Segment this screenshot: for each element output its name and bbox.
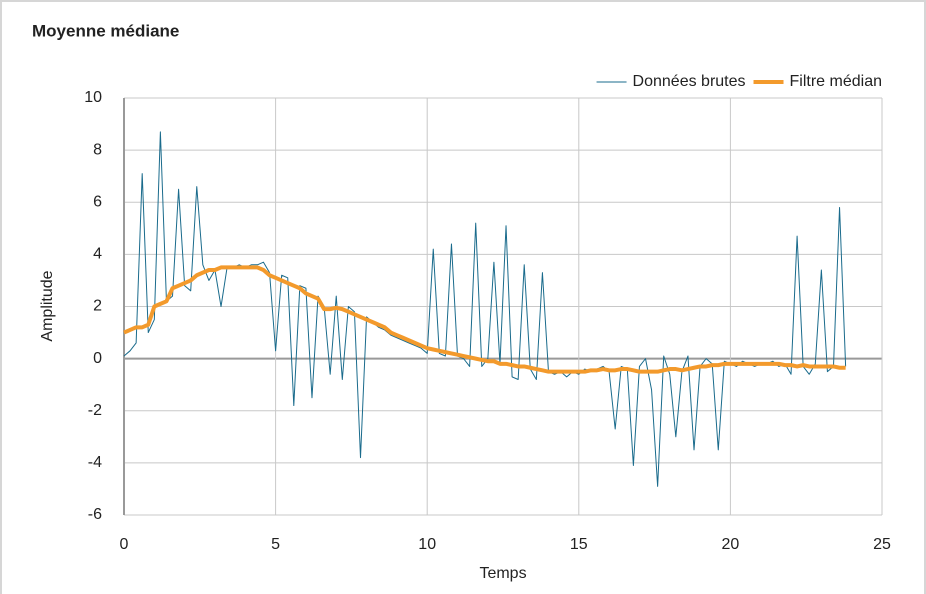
y-tick-label: -6 — [88, 506, 102, 523]
y-tick-label: -2 — [88, 402, 102, 419]
x-axis-label: Temps — [479, 565, 526, 582]
y-tick-label: 6 — [93, 193, 102, 210]
y-tick-label: 8 — [93, 141, 102, 158]
legend: Filtre médian Données brutes — [596, 73, 882, 90]
x-tick-label: 10 — [418, 536, 436, 553]
x-tick-label: 0 — [120, 536, 129, 553]
series-line — [123, 265, 846, 374]
y-tick-label: 4 — [93, 246, 102, 263]
grid: -6 -4 -2 0 2 4 6 8 10 0 5 10 15 20 25 — [84, 89, 891, 553]
x-tick-label: 15 — [570, 536, 588, 553]
plot — [123, 131, 847, 487]
chart-title: Moyenne médiane — [32, 21, 179, 40]
legend-label: Filtre médian — [790, 73, 882, 90]
y-tick-label: 0 — [93, 350, 102, 367]
legend-label: Données brutes — [633, 73, 746, 90]
y-tick-label: -4 — [88, 454, 102, 471]
y-tick-label: 10 — [84, 89, 102, 106]
x-tick-label: 5 — [271, 536, 280, 553]
x-tick-label: 25 — [873, 536, 891, 553]
y-axis-label: Amplitude — [39, 270, 56, 341]
x-tick-label: 20 — [722, 536, 740, 553]
y-tick-label: 2 — [93, 298, 102, 315]
